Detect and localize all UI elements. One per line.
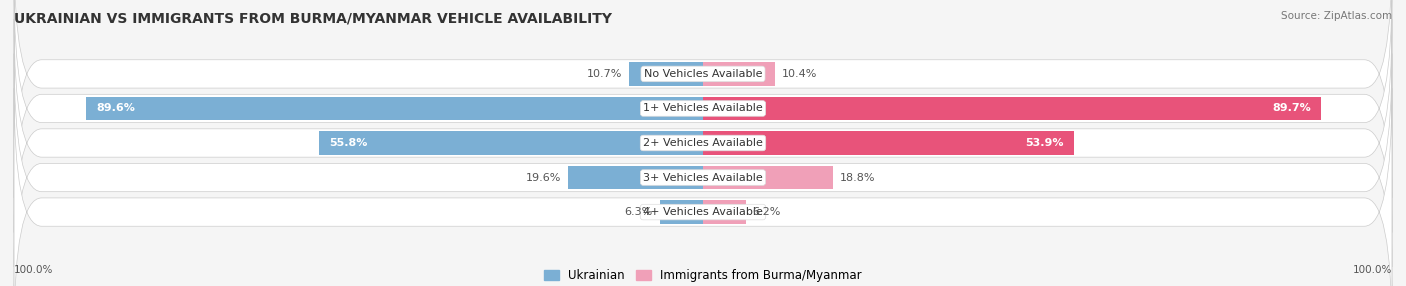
Bar [630, 62, 703, 86]
Text: Source: ZipAtlas.com: Source: ZipAtlas.com [1281, 11, 1392, 21]
Bar [319, 131, 703, 155]
Bar [703, 200, 745, 224]
Text: 19.6%: 19.6% [526, 172, 561, 182]
FancyBboxPatch shape [14, 88, 1392, 286]
Bar [703, 166, 832, 189]
FancyBboxPatch shape [14, 0, 1392, 233]
Text: 55.8%: 55.8% [329, 138, 367, 148]
Text: 100.0%: 100.0% [1353, 265, 1392, 275]
Legend: Ukrainian, Immigrants from Burma/Myanmar: Ukrainian, Immigrants from Burma/Myanmar [540, 265, 866, 286]
Bar [703, 62, 775, 86]
FancyBboxPatch shape [14, 19, 1392, 267]
Bar [659, 200, 703, 224]
Bar [86, 97, 703, 120]
Text: UKRAINIAN VS IMMIGRANTS FROM BURMA/MYANMAR VEHICLE AVAILABILITY: UKRAINIAN VS IMMIGRANTS FROM BURMA/MYANM… [14, 11, 612, 25]
Text: 6.2%: 6.2% [752, 207, 780, 217]
Text: 3+ Vehicles Available: 3+ Vehicles Available [643, 172, 763, 182]
Bar [703, 97, 1322, 120]
Text: 6.3%: 6.3% [624, 207, 652, 217]
Text: 53.9%: 53.9% [1025, 138, 1064, 148]
FancyBboxPatch shape [14, 0, 1392, 198]
Text: 18.8%: 18.8% [839, 172, 875, 182]
Text: 10.4%: 10.4% [782, 69, 817, 79]
Text: 100.0%: 100.0% [14, 265, 53, 275]
Text: 10.7%: 10.7% [588, 69, 623, 79]
Text: 89.6%: 89.6% [96, 104, 135, 114]
Text: 89.7%: 89.7% [1272, 104, 1310, 114]
Text: 2+ Vehicles Available: 2+ Vehicles Available [643, 138, 763, 148]
Text: 1+ Vehicles Available: 1+ Vehicles Available [643, 104, 763, 114]
FancyBboxPatch shape [14, 53, 1392, 286]
Text: 4+ Vehicles Available: 4+ Vehicles Available [643, 207, 763, 217]
Text: No Vehicles Available: No Vehicles Available [644, 69, 762, 79]
Bar [703, 131, 1074, 155]
Bar [568, 166, 703, 189]
